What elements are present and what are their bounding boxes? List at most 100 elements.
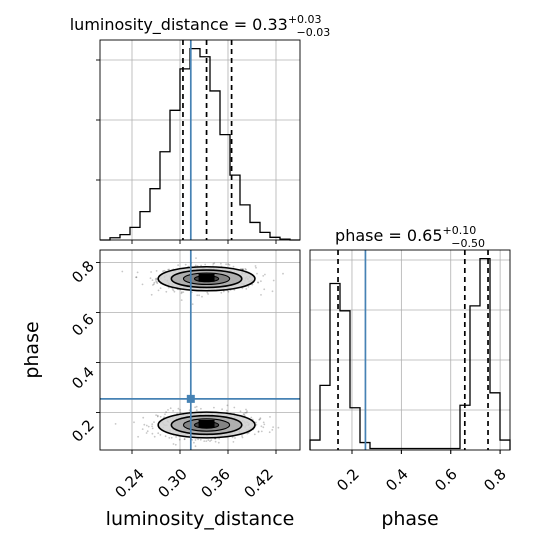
sample-point (152, 284, 154, 286)
sample-point (172, 443, 175, 445)
sample-point (199, 438, 202, 441)
sample-point (244, 412, 247, 414)
y-tick-label: 0.2 (68, 416, 98, 446)
sample-point (142, 416, 145, 419)
sample-point (221, 408, 224, 411)
sample-point (214, 440, 217, 443)
density-peak (198, 420, 215, 428)
sample-point (222, 290, 225, 293)
sample-point (197, 438, 200, 441)
tick-labels: 0.24 0.30 0.36 0.42 0.2 0.4 0.6 0.8 0.2 … (68, 257, 510, 501)
sample-point (195, 257, 197, 259)
sample-point (239, 410, 242, 413)
sample-point (178, 438, 181, 441)
y-tick-label: 0.4 (68, 363, 98, 393)
sample-point (227, 290, 230, 293)
sample-point (242, 413, 245, 415)
sample-point (241, 436, 244, 439)
sample-point (121, 270, 124, 273)
sample-point (168, 437, 171, 439)
sample-point (246, 432, 249, 435)
sample-point (220, 291, 223, 294)
sample-point (137, 435, 140, 438)
sample-point (171, 287, 174, 290)
phase-histogram-panel: phase = 0.65+0.10 −0.50 (309, 224, 511, 454)
sample-point (114, 423, 117, 425)
axes-frame (309, 249, 511, 451)
sample-point (177, 407, 180, 410)
sample-point (194, 439, 197, 441)
sample-point (183, 438, 186, 440)
sample-point (153, 281, 156, 284)
sample-point (262, 275, 265, 277)
sample-point (155, 414, 158, 416)
sample-point (226, 404, 229, 407)
sample-point (155, 281, 158, 283)
sample-point (156, 282, 159, 285)
x-tick-label: 0.2 (333, 465, 363, 495)
histogram-step (100, 47, 300, 241)
sample-point (258, 418, 261, 421)
sample-point (264, 273, 266, 276)
sample-point (193, 441, 195, 444)
sample-point (228, 264, 231, 266)
axes-frame (99, 39, 301, 241)
sample-point (195, 405, 198, 408)
sample-point (242, 268, 245, 271)
sample-point (241, 435, 243, 437)
truth-marker (186, 394, 195, 403)
sample-point (207, 293, 210, 295)
sample-point (168, 268, 171, 271)
sample-point (191, 303, 194, 305)
sample-point (269, 416, 271, 418)
sample-point (173, 290, 176, 293)
sample-point (179, 411, 182, 414)
axes-frame (99, 249, 301, 451)
sample-point (255, 423, 258, 426)
sample-point (247, 432, 250, 434)
sample-point (165, 290, 168, 293)
luminosity-distance-histogram-panel: luminosity_distance = 0.33+0.03 −0.03 (70, 13, 330, 244)
phase-title: phase = 0.65+0.10 −0.50 (335, 224, 485, 250)
y-axis-label-phase: phase (21, 321, 43, 378)
sample-point (233, 406, 236, 409)
x-tick-label: 0.42 (240, 465, 276, 501)
sample-point (209, 440, 211, 442)
sample-point (257, 281, 260, 284)
sample-point (243, 413, 246, 416)
sample-point (146, 430, 149, 433)
sample-point (256, 272, 258, 275)
sample-point (163, 416, 166, 419)
sample-point (157, 432, 160, 435)
histogram-step (309, 257, 511, 450)
sample-point (257, 281, 259, 284)
sample-point (155, 280, 157, 282)
sample-point (164, 435, 167, 438)
sample-point (263, 423, 266, 426)
sample-point (183, 438, 186, 441)
sample-point (255, 266, 257, 269)
sample-point (179, 409, 182, 411)
sample-point (260, 430, 263, 433)
sample-point (198, 294, 201, 297)
sample-point (271, 290, 274, 293)
sample-point (268, 431, 271, 434)
sample-point (227, 263, 230, 265)
sample-point (151, 423, 154, 425)
sample-point (263, 288, 266, 291)
sample-point (194, 406, 197, 409)
sample-point (159, 287, 162, 290)
sample-point (169, 407, 172, 410)
sample-point (245, 268, 248, 271)
sample-point (253, 433, 256, 436)
sample-point (180, 291, 183, 293)
sample-point (164, 413, 166, 416)
sample-point (170, 436, 173, 439)
sample-point (180, 292, 183, 295)
sample-point (151, 432, 154, 435)
sample-point (156, 415, 159, 418)
sample-point (232, 265, 235, 268)
sample-point (180, 299, 183, 301)
sample-point (272, 426, 274, 428)
